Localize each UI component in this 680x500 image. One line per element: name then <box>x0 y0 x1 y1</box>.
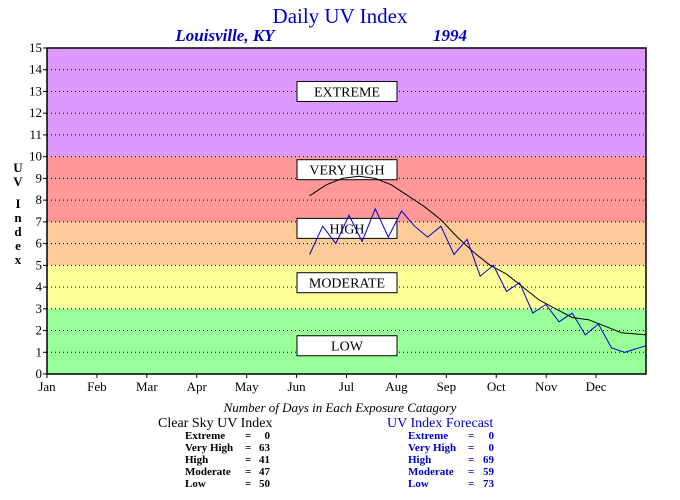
y-tick-label: 10 <box>29 149 42 164</box>
band-label-box-moderate <box>296 272 398 294</box>
summary-row-label: High <box>408 454 431 466</box>
summary-row-value: 47 <box>259 466 271 478</box>
uv-series <box>309 175 647 353</box>
band-labels: LOW MODERATE HIGH VERY HIGH EXTREME <box>296 80 398 357</box>
summary-row-equals: = <box>468 430 474 442</box>
summary-title: Number of Days in Each Exposure Catagory <box>223 400 457 415</box>
summary-row-value: 41 <box>259 454 270 466</box>
summary-row-value: 0 <box>489 442 495 454</box>
band-label-low: LOW <box>331 340 364 355</box>
y-axis-label-char: I <box>15 196 20 211</box>
x-tick-label: Feb <box>87 379 107 394</box>
y-axis-label-char: V <box>13 174 23 189</box>
y-tick-label: 8 <box>36 192 43 207</box>
summary-row-equals: = <box>468 478 474 490</box>
summary-row-equals: = <box>245 430 251 442</box>
y-tick-label: 7 <box>36 214 43 229</box>
band-label-very-high: VERY HIGH <box>309 164 384 179</box>
summary-row-label: Extreme <box>408 430 448 442</box>
summary-row-equals: = <box>468 454 474 466</box>
band-extreme <box>47 48 646 157</box>
x-tick-label: Sep <box>437 379 457 394</box>
y-tick-label: 1 <box>36 344 43 359</box>
y-tick-label: 2 <box>36 323 43 338</box>
summary-row-value: 63 <box>259 442 271 454</box>
x-tick-label: May <box>235 379 259 394</box>
summary-row-label: High <box>185 454 208 466</box>
x-tick-label: Mar <box>136 379 158 394</box>
band-label-box-high <box>296 217 398 239</box>
series-line-1 <box>309 207 647 353</box>
y-tick-label: 11 <box>29 127 42 142</box>
summary-row-equals: = <box>468 442 474 454</box>
band-label-box-very-high <box>296 159 398 181</box>
band-label-moderate: MODERATE <box>309 277 385 292</box>
y-axis-label-char: n <box>14 210 22 225</box>
summary-row-equals: = <box>468 466 474 478</box>
y-axis-label-char: d <box>14 224 22 239</box>
summary-row-equals: = <box>245 442 251 454</box>
y-axis-label-char: U <box>13 160 23 175</box>
summary-row-equals: = <box>245 454 251 466</box>
y-tick-label: 5 <box>36 257 43 272</box>
summary-row-label: Extreme <box>185 430 225 442</box>
summary-row-equals: = <box>245 466 251 478</box>
summary-row-label: Moderate <box>185 466 231 478</box>
y-tick-label: 9 <box>36 170 43 185</box>
x-tick-label: Jun <box>288 379 307 394</box>
chart-title: Daily UV Index <box>273 4 408 28</box>
chart-location: Louisville, KY <box>174 26 276 45</box>
y-axis-label-char: e <box>15 238 21 253</box>
x-tick-label: Nov <box>535 379 558 394</box>
summary-row-label: Very High <box>408 442 456 454</box>
summary-row-value: 73 <box>483 478 495 490</box>
y-axis-label-char: x <box>15 252 22 267</box>
band-label-high: HIGH <box>330 222 365 237</box>
y-tick-label: 4 <box>36 279 43 294</box>
series-line-0 <box>309 175 647 336</box>
y-tick-label: 15 <box>29 40 42 55</box>
summary-row-label: Low <box>408 478 429 490</box>
summary-row-label: Low <box>185 478 206 490</box>
summary-row-value: 0 <box>265 430 271 442</box>
summary-row-label: Moderate <box>408 466 454 478</box>
x-tick-label: Aug <box>385 379 408 394</box>
x-tick-label: Dec <box>586 379 607 394</box>
band-label-box-low <box>296 335 398 357</box>
summary-row-label: Very High <box>185 442 233 454</box>
y-tick-label: 12 <box>29 105 42 120</box>
y-tick-label: 3 <box>36 301 43 316</box>
y-tick-label: 6 <box>36 236 43 251</box>
forecast-rows: Extreme = 0 Very High = 0 High = 69 Moderate = 59 Lo… <box>408 430 495 490</box>
y-tick-label: 0 <box>36 366 43 381</box>
summary-row-value: 59 <box>483 466 495 478</box>
summary-row-value: 69 <box>483 454 495 466</box>
summary-row-value: 0 <box>489 430 495 442</box>
x-axis-months: Jan Feb Mar Apr May Jun Jul Aug Sep Oct Nov Dec <box>38 374 607 394</box>
band-label-extreme: EXTREME <box>314 85 380 100</box>
x-tick-label: Oct <box>487 379 506 394</box>
clear-sky-rows: Extreme = 0 Very High = 63 High = 41 Moderate = 47 L… <box>185 430 271 490</box>
chart-year: 1994 <box>433 26 467 45</box>
x-tick-label: Jul <box>339 379 355 394</box>
y-tick-label: 14 <box>29 62 43 77</box>
forecast-heading: UV Index Forecast <box>387 416 493 431</box>
band-label-box-extreme <box>296 80 398 102</box>
y-tick-label: 13 <box>29 83 42 98</box>
summary-row-equals: = <box>245 478 251 490</box>
summary-row-value: 50 <box>259 478 271 490</box>
x-tick-label: Apr <box>187 379 208 394</box>
clear-sky-heading: Clear Sky UV Index <box>158 416 272 431</box>
x-tick-label: Jan <box>38 379 56 394</box>
